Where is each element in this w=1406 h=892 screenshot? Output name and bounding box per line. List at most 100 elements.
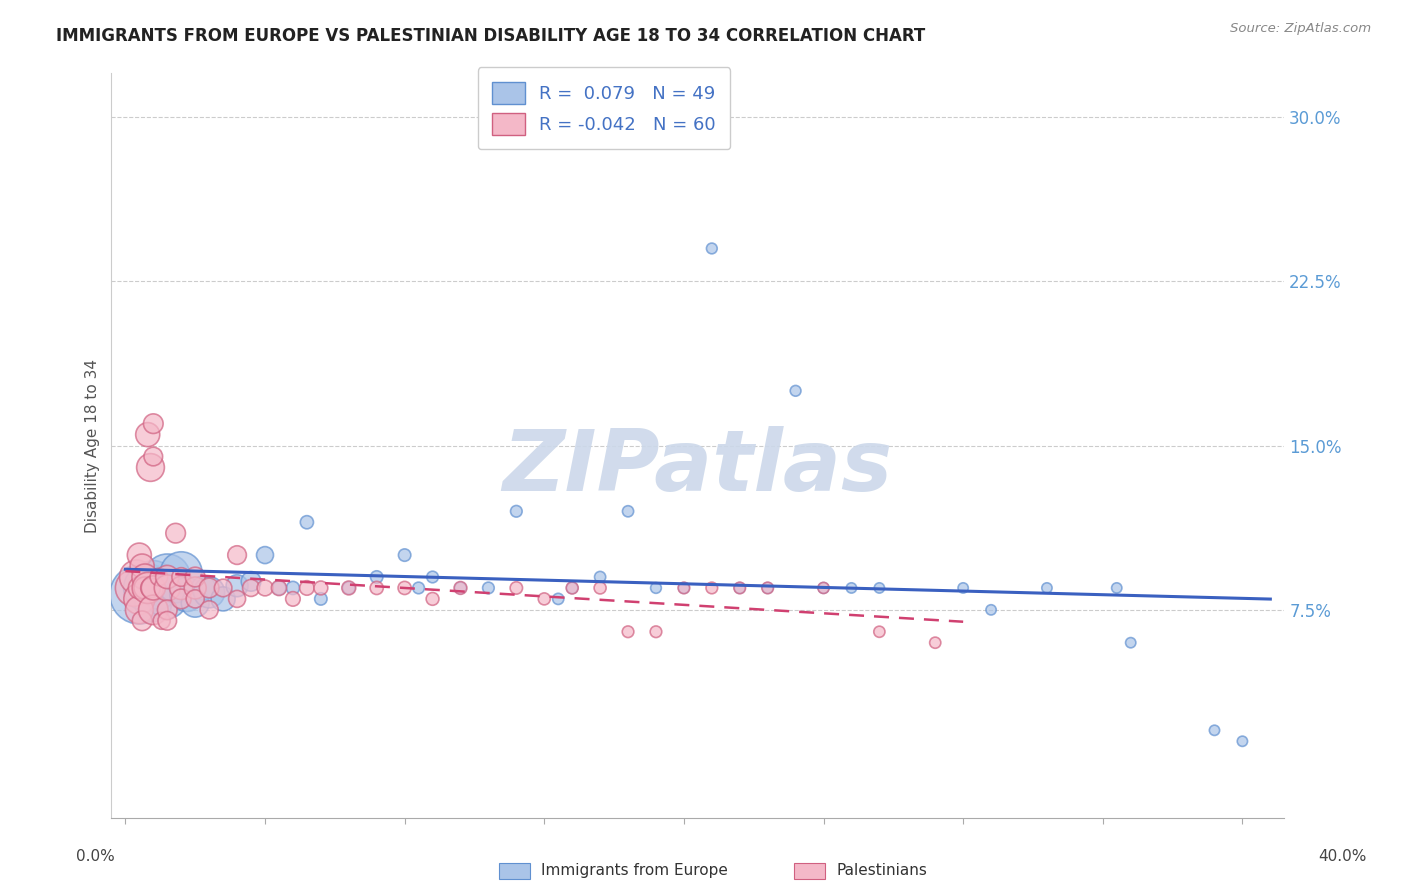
- Point: [240, 574, 263, 589]
- Point: [337, 581, 360, 595]
- Point: [128, 587, 150, 601]
- Point: [533, 591, 555, 606]
- Point: [193, 581, 215, 595]
- Point: [617, 504, 640, 518]
- Text: IMMIGRANTS FROM EUROPE VS PALESTINIAN DISABILITY AGE 18 TO 34 CORRELATION CHART: IMMIGRANTS FROM EUROPE VS PALESTINIAN DI…: [56, 27, 925, 45]
- Point: [756, 581, 779, 595]
- Point: [128, 603, 150, 617]
- Point: [309, 591, 332, 606]
- Point: [184, 596, 207, 610]
- Point: [756, 581, 779, 595]
- Point: [924, 636, 946, 650]
- Point: [212, 581, 235, 595]
- Point: [1204, 723, 1226, 738]
- Point: [165, 526, 187, 541]
- Point: [868, 624, 890, 639]
- Legend: R =  0.079   N = 49, R = -0.042   N = 60: R = 0.079 N = 49, R = -0.042 N = 60: [478, 68, 730, 149]
- Point: [134, 581, 156, 595]
- Text: 40.0%: 40.0%: [1319, 849, 1367, 864]
- Point: [142, 581, 165, 595]
- Point: [728, 581, 751, 595]
- Point: [645, 581, 668, 595]
- Point: [156, 581, 179, 595]
- Point: [148, 570, 170, 584]
- Point: [240, 581, 263, 595]
- Point: [547, 591, 569, 606]
- Point: [184, 570, 207, 584]
- Point: [1105, 581, 1128, 595]
- Point: [672, 581, 695, 595]
- Point: [422, 570, 444, 584]
- Point: [128, 548, 150, 562]
- Point: [131, 559, 153, 574]
- Text: Immigrants from Europe: Immigrants from Europe: [541, 863, 728, 878]
- Point: [505, 581, 527, 595]
- Text: Palestinians: Palestinians: [837, 863, 928, 878]
- Point: [136, 581, 159, 595]
- Point: [128, 591, 150, 606]
- Point: [198, 585, 221, 599]
- Point: [142, 574, 165, 589]
- Point: [868, 581, 890, 595]
- Point: [253, 581, 276, 595]
- Point: [170, 581, 193, 595]
- Text: ZIPatlas: ZIPatlas: [503, 426, 893, 509]
- Point: [253, 548, 276, 562]
- Point: [1036, 581, 1059, 595]
- Point: [295, 515, 318, 529]
- Point: [589, 581, 612, 595]
- Point: [198, 581, 221, 595]
- Point: [281, 581, 304, 595]
- Point: [645, 624, 668, 639]
- Point: [394, 548, 416, 562]
- Point: [156, 603, 179, 617]
- Text: 0.0%: 0.0%: [76, 849, 115, 864]
- Point: [728, 581, 751, 595]
- Point: [226, 548, 249, 562]
- Point: [450, 581, 472, 595]
- Point: [150, 614, 173, 628]
- Point: [337, 581, 360, 595]
- Point: [267, 581, 290, 595]
- Point: [136, 581, 159, 595]
- Point: [156, 570, 179, 584]
- Point: [148, 585, 170, 599]
- Point: [1232, 734, 1254, 748]
- Point: [125, 570, 148, 584]
- Point: [128, 581, 150, 595]
- Point: [134, 570, 156, 584]
- Point: [142, 603, 165, 617]
- Point: [505, 504, 527, 518]
- Point: [156, 570, 179, 584]
- Point: [165, 579, 187, 593]
- Point: [198, 603, 221, 617]
- Point: [561, 581, 583, 595]
- Point: [672, 581, 695, 595]
- Point: [170, 570, 193, 584]
- Point: [394, 581, 416, 595]
- Point: [176, 587, 198, 601]
- Point: [142, 417, 165, 431]
- Point: [450, 581, 472, 595]
- Point: [156, 614, 179, 628]
- Point: [408, 581, 430, 595]
- Point: [561, 581, 583, 595]
- Point: [136, 427, 159, 442]
- Point: [212, 591, 235, 606]
- Point: [139, 581, 162, 595]
- Point: [366, 570, 388, 584]
- Point: [142, 596, 165, 610]
- Point: [170, 591, 193, 606]
- Point: [170, 566, 193, 580]
- Point: [841, 581, 863, 595]
- Point: [267, 581, 290, 595]
- Point: [589, 570, 612, 584]
- Point: [139, 460, 162, 475]
- Point: [184, 581, 207, 595]
- Point: [122, 581, 145, 595]
- Point: [952, 581, 974, 595]
- Point: [309, 581, 332, 595]
- Text: Source: ZipAtlas.com: Source: ZipAtlas.com: [1230, 22, 1371, 36]
- Point: [142, 450, 165, 464]
- Point: [226, 591, 249, 606]
